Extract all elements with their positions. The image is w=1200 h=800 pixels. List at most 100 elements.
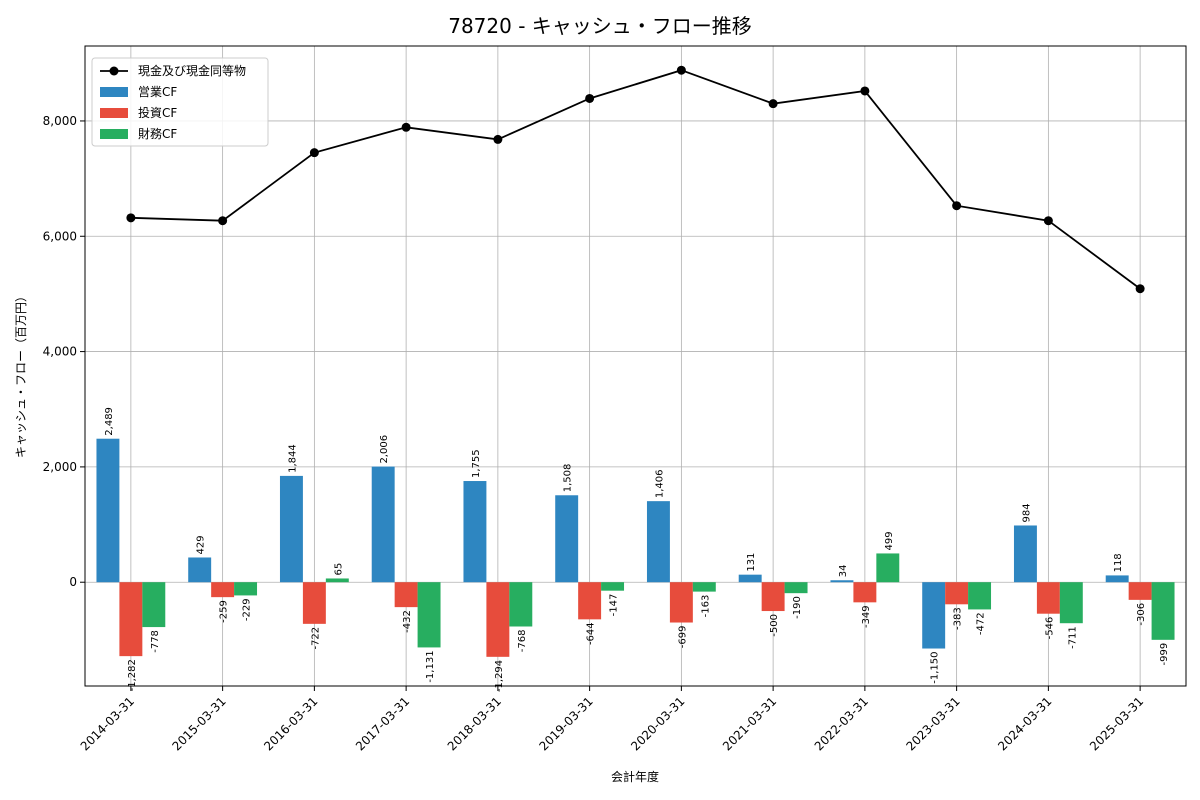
- legend-label: 営業CF: [138, 85, 177, 99]
- y-tick-label: 8,000: [43, 114, 77, 128]
- data-label-1-0: -1,282: [127, 659, 138, 691]
- data-label-2-9: -472: [976, 612, 987, 635]
- data-label-1-4: -1,294: [494, 660, 505, 692]
- data-label-1-1: -259: [219, 600, 230, 623]
- data-label-1-7: -500: [769, 614, 780, 637]
- data-label-1-2: -722: [310, 627, 321, 650]
- bars: [96, 438, 1175, 657]
- bar-0-9: [922, 582, 946, 649]
- data-label-2-6: -163: [700, 595, 711, 618]
- plot-frame: [84, 45, 1187, 687]
- cash-point-1: [218, 216, 228, 226]
- data-label-0-5: 1,508: [563, 464, 574, 493]
- cash-point-5: [585, 93, 595, 103]
- bar-1-4: [486, 582, 510, 657]
- cash-point-9: [952, 201, 962, 211]
- x-tick-label: 2023-03-31: [904, 694, 963, 753]
- x-tick-label: 2024-03-31: [995, 694, 1054, 753]
- data-label-0-11: 118: [1113, 553, 1124, 572]
- data-label-0-0: 2,489: [104, 407, 115, 436]
- data-label-1-6: -699: [677, 626, 688, 649]
- bar-0-1: [188, 557, 212, 583]
- data-label-2-3: -1,131: [425, 650, 436, 682]
- data-label-2-8: 499: [884, 531, 895, 550]
- bar-1-10: [1036, 582, 1060, 614]
- bar-1-9: [945, 582, 969, 605]
- data-label-2-0: -778: [150, 630, 161, 653]
- bar-2-9: [968, 582, 992, 610]
- x-tick-label: 2015-03-31: [170, 694, 229, 753]
- data-labels: 2,489 429 1,844 2,006 1,755 1,508 1,406 131 34 -1…: [104, 407, 1170, 692]
- bar-0-6: [646, 501, 670, 583]
- bar-1-5: [578, 582, 602, 620]
- bar-1-7: [761, 582, 785, 612]
- legend-label: 投資CF: [138, 105, 177, 120]
- data-label-2-10: -711: [1067, 626, 1078, 649]
- bar-0-3: [371, 466, 395, 583]
- cash-point-2: [309, 148, 319, 158]
- cash-point-6: [676, 65, 686, 75]
- cash-point-4: [493, 134, 503, 144]
- data-label-0-1: 429: [196, 535, 207, 554]
- data-label-1-3: -432: [402, 610, 413, 633]
- x-axis-label: 会計年度: [611, 769, 659, 784]
- data-label-1-8: -349: [861, 605, 872, 628]
- bar-0-4: [463, 481, 487, 583]
- data-label-2-11: -999: [1159, 643, 1170, 666]
- data-label-0-10: 984: [1021, 503, 1032, 522]
- bar-2-5: [601, 582, 625, 591]
- y-tick-label: 4,000: [43, 345, 77, 359]
- bar-2-6: [692, 582, 716, 592]
- legend-bar-swatch: [100, 108, 128, 118]
- y-tick-label: 6,000: [43, 229, 77, 243]
- data-label-0-3: 2,006: [379, 435, 390, 464]
- y-axis-label: キャッシュ・フロー（百万円）: [14, 290, 28, 458]
- data-label-0-9: -1,150: [930, 652, 941, 684]
- data-label-1-9: -383: [953, 607, 964, 630]
- bar-2-1: [234, 582, 258, 596]
- x-tick-label: 2014-03-31: [78, 694, 137, 753]
- bar-0-8: [830, 580, 854, 583]
- axes: 0 2,000 4,000 6,000 8,000 2014-03-31 2015-03-3…: [43, 45, 1187, 753]
- cash-point-11: [1135, 284, 1145, 294]
- cash-point-7: [768, 99, 778, 109]
- data-label-0-8: 34: [838, 565, 849, 578]
- bar-2-11: [1151, 582, 1175, 640]
- bar-2-0: [142, 582, 166, 628]
- bar-2-10: [1059, 582, 1083, 624]
- cash-line: [126, 65, 1145, 294]
- y-tick-label: 2,000: [43, 460, 77, 474]
- bar-1-2: [302, 582, 326, 624]
- bar-0-5: [555, 495, 579, 583]
- x-tick-label: 2020-03-31: [628, 694, 687, 753]
- x-tick-label: 2021-03-31: [720, 694, 779, 753]
- bar-1-11: [1128, 582, 1152, 600]
- data-label-2-5: -147: [609, 594, 620, 617]
- data-label-2-2: 65: [333, 563, 344, 576]
- bar-2-4: [509, 582, 533, 627]
- bar-1-0: [119, 582, 143, 657]
- data-label-2-7: -190: [792, 596, 803, 619]
- legend-bar-swatch: [100, 129, 128, 139]
- data-label-0-4: 1,755: [471, 449, 482, 478]
- data-label-1-5: -644: [586, 622, 597, 645]
- cash-point-10: [1043, 216, 1053, 226]
- x-tick-label: 2022-03-31: [812, 694, 871, 753]
- cash-line-path: [130, 69, 1141, 290]
- bar-0-7: [738, 574, 762, 583]
- x-tick-label: 2025-03-31: [1087, 694, 1146, 753]
- data-label-2-1: -229: [242, 598, 253, 621]
- bar-2-3: [417, 582, 441, 648]
- legend-marker: [109, 66, 119, 76]
- bar-2-8: [876, 553, 900, 583]
- data-label-0-2: 1,844: [287, 444, 298, 473]
- legend-label: 現金及び現金同等物: [138, 63, 246, 78]
- bar-2-7: [784, 582, 808, 594]
- grid: [85, 46, 1186, 686]
- bar-1-3: [394, 582, 418, 608]
- legend-bar-swatch: [100, 87, 128, 97]
- x-tick-label: 2018-03-31: [445, 694, 504, 753]
